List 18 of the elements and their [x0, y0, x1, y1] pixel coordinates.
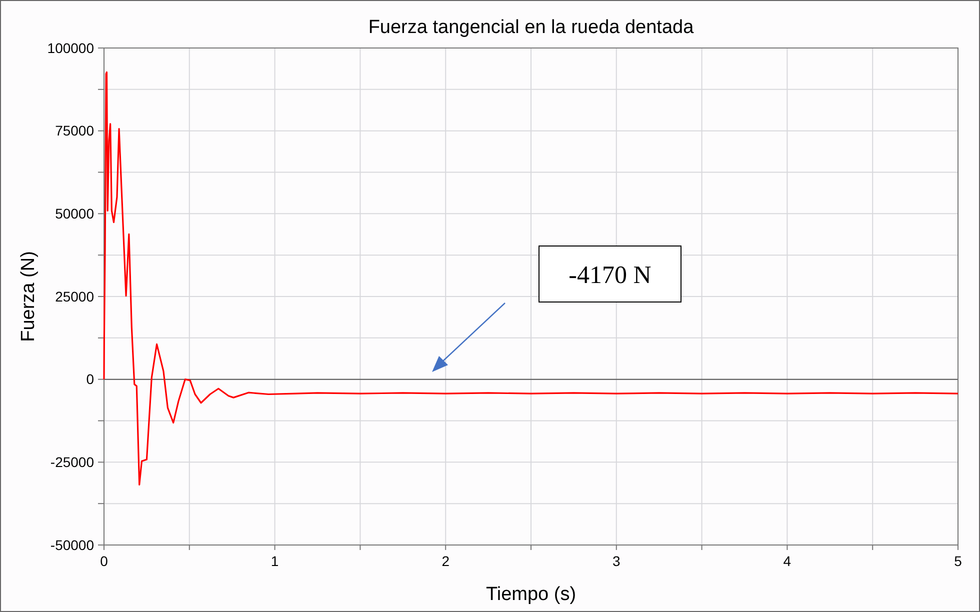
annotation: -4170 N	[568, 262, 652, 289]
x-tick-label: 4	[783, 553, 792, 569]
y-tick-label: 25000	[55, 288, 94, 304]
y-tick-label: -25000	[50, 454, 94, 470]
y-tick-label: 50000	[55, 206, 94, 222]
x-tick-label: 0	[100, 553, 108, 569]
x-axis-title: Tiempo (s)	[486, 584, 576, 605]
y-axis-title: Fuerza (N)	[18, 251, 39, 342]
x-tick-label: 3	[612, 553, 620, 569]
y-tick-label: 0	[86, 371, 94, 388]
y-tick-label: 100000	[47, 40, 94, 56]
x-tick-label: 2	[442, 553, 450, 569]
x-tick-label: 1	[270, 553, 279, 569]
y-tick-label: -50000	[50, 536, 94, 553]
chart-title: Fuerza tangencial en la rueda dentada	[368, 17, 694, 38]
x-tick-label: 5	[954, 553, 962, 569]
line-series	[103, 71, 959, 486]
y-tick-label: 75000	[55, 122, 94, 139]
